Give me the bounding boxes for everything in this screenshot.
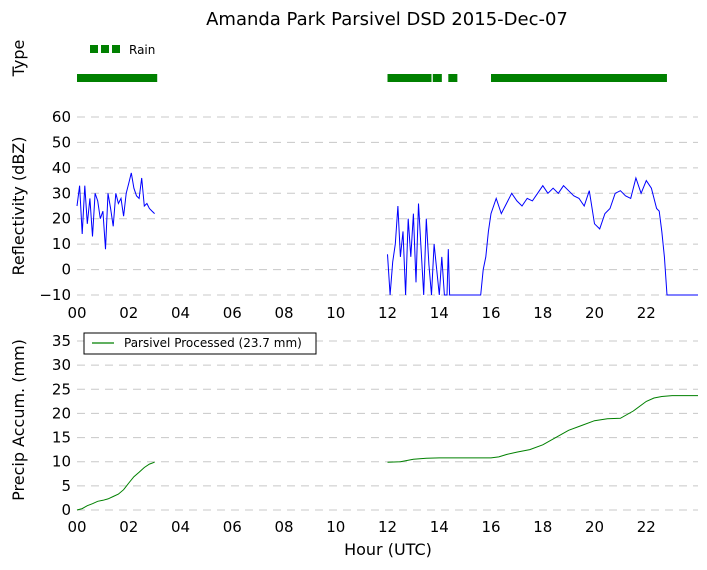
reflectivity-x-tick-label: 14 [430, 304, 449, 322]
type-legend-swatch [90, 45, 98, 53]
precip-y-tick-label: 0 [61, 501, 71, 519]
reflectivity-x-tick-label: 16 [481, 304, 500, 322]
precip-line [387, 395, 698, 463]
precip-x-ticks: 00 02 04 06 08 10 12 14 16 18 20 22 [67, 518, 655, 536]
type-legend-swatch [101, 45, 109, 53]
rain-interval-bar [77, 74, 158, 82]
precip-x-tick-label: 00 [67, 518, 86, 536]
reflectivity-gridlines [77, 116, 698, 296]
precip-y-tick-label: 35 [52, 332, 71, 350]
precip-y-tick-label: 10 [52, 453, 71, 471]
rain-interval-bar [387, 74, 432, 82]
reflectivity-x-tick-label: 00 [67, 304, 86, 322]
reflectivity-x-tick-label: 10 [326, 304, 345, 322]
precip-line [76, 461, 155, 511]
reflectivity-axis-label: Reflectivity (dBZ) [9, 137, 28, 276]
reflectivity-x-tick-label: 08 [274, 304, 293, 322]
type-legend-swatch [112, 45, 120, 53]
reflectivity-y-tick-label: 10 [52, 235, 71, 253]
reflectivity-line [387, 176, 698, 296]
reflectivity-x-tick-label: 06 [223, 304, 242, 322]
reflectivity-x-tick-label: 12 [378, 304, 397, 322]
precip-x-tick-label: 06 [223, 518, 242, 536]
reflectivity-series [76, 172, 698, 296]
precip-series [76, 395, 698, 511]
precip-x-tick-label: 12 [378, 518, 397, 536]
precip-y-tick-label: 20 [52, 404, 71, 422]
precip-x-tick-label: 14 [430, 518, 449, 536]
precip-x-tick-label: 10 [326, 518, 345, 536]
reflectivity-x-tick-label: 22 [637, 304, 656, 322]
reflectivity-y-tick-label: 30 [52, 184, 71, 202]
precip-y-tick-label: 15 [52, 429, 71, 447]
precip-gridlines [77, 340, 698, 511]
precip-panel: Precip Accum. (mm) 0 5 10 15 20 25 30 35 00 02 04… [9, 332, 698, 559]
reflectivity-x-tick-label: 20 [585, 304, 604, 322]
precip-x-tick-label: 22 [637, 518, 656, 536]
precip-axis-label: Precip Accum. (mm) [9, 339, 28, 501]
precip-x-tick-label: 16 [481, 518, 500, 536]
reflectivity-y-tick-label: 50 [52, 133, 71, 151]
precip-legend-box [83, 332, 317, 355]
precip-x-tick-label: 08 [274, 518, 293, 536]
reflectivity-y-tick-label: −10 [39, 286, 71, 304]
reflectivity-y-tick-label: 0 [61, 261, 71, 279]
reflectivity-panel: Reflectivity (dBZ) −10 0 10 20 30 40 50 60 00 02… [9, 108, 698, 322]
reflectivity-x-tick-label: 18 [533, 304, 552, 322]
type-legend-label: Rain [129, 43, 155, 57]
precip-y-tick-label: 5 [61, 477, 71, 495]
precip-x-tick-label: 02 [119, 518, 138, 536]
precip-legend-label: Parsivel Processed (23.7 mm) [124, 336, 302, 350]
reflectivity-x-tick-label: 04 [171, 304, 190, 322]
reflectivity-x-ticks: 00 02 04 06 08 10 12 14 16 18 20 22 [67, 304, 655, 322]
reflectivity-y-tick-label: 40 [52, 159, 71, 177]
reflectivity-y-tick-label: 20 [52, 210, 71, 228]
reflectivity-x-tick-label: 02 [119, 304, 138, 322]
x-axis-label: Hour (UTC) [344, 540, 432, 559]
type-panel: Type Rain [9, 40, 667, 82]
precip-legend: Parsivel Processed (23.7 mm) [83, 332, 317, 355]
rain-interval-bar [491, 74, 667, 82]
precip-x-tick-label: 18 [533, 518, 552, 536]
precip-x-tick-label: 04 [171, 518, 190, 536]
rain-bars [77, 74, 667, 82]
reflectivity-line [76, 172, 155, 250]
type-axis-label: Type [9, 40, 28, 78]
chart-title: Amanda Park Parsivel DSD 2015-Dec-07 [206, 9, 568, 30]
reflectivity-y-tick-label: 60 [52, 108, 71, 126]
type-legend: Rain [90, 43, 155, 57]
rain-interval-bar [448, 74, 458, 82]
precip-y-tick-label: 25 [52, 380, 71, 398]
rain-interval-bar [432, 74, 442, 82]
reflectivity-y-ticks: −10 0 10 20 30 40 50 60 [39, 108, 71, 304]
precip-y-tick-label: 30 [52, 356, 71, 374]
precip-y-ticks: 0 5 10 15 20 25 30 35 [52, 332, 71, 519]
precip-x-tick-label: 20 [585, 518, 604, 536]
